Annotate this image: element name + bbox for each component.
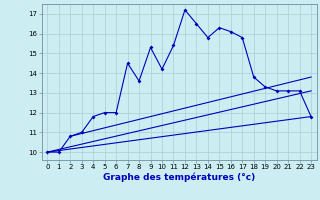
- X-axis label: Graphe des températures (°c): Graphe des températures (°c): [103, 173, 255, 182]
